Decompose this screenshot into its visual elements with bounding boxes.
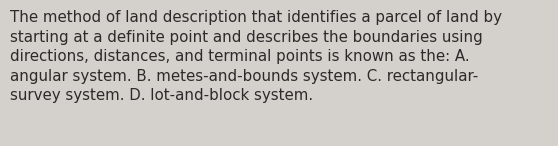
Text: The method of land description that identifies a parcel of land by
starting at a: The method of land description that iden… [10, 10, 502, 104]
